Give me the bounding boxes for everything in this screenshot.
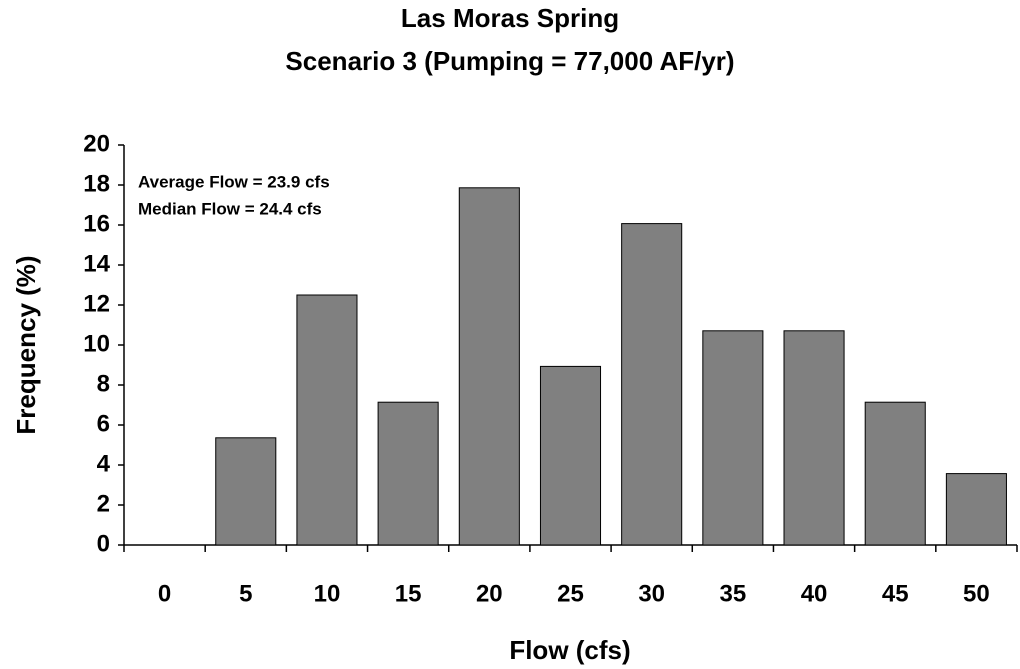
annotation: Median Flow = 24.4 cfs bbox=[138, 199, 322, 218]
chart-subtitle: Scenario 3 (Pumping = 77,000 AF/yr) bbox=[285, 46, 734, 76]
bar bbox=[621, 223, 683, 546]
y-tick-label: 8 bbox=[97, 370, 110, 397]
y-tick-label: 4 bbox=[97, 450, 111, 477]
y-tick-label: 18 bbox=[83, 170, 110, 197]
y-tick-label: 14 bbox=[83, 250, 110, 277]
bar bbox=[296, 294, 358, 546]
bar bbox=[377, 401, 439, 546]
y-tick-label: 6 bbox=[97, 410, 110, 437]
y-axis-title: Frequency (%) bbox=[11, 255, 41, 434]
bar bbox=[783, 330, 845, 546]
x-tick-label: 45 bbox=[882, 580, 909, 607]
bar bbox=[864, 401, 926, 546]
x-tick-label: 25 bbox=[557, 580, 584, 607]
bar bbox=[702, 330, 764, 546]
annotation: Average Flow = 23.9 cfs bbox=[138, 172, 330, 191]
x-tick-label: 5 bbox=[239, 580, 252, 607]
bar bbox=[539, 365, 602, 546]
x-tick-label: 0 bbox=[158, 580, 171, 607]
y-tick-label: 12 bbox=[83, 290, 110, 317]
bar bbox=[215, 437, 277, 546]
y-tick-label: 16 bbox=[83, 210, 110, 237]
y-tick-label: 2 bbox=[97, 490, 110, 517]
x-tick-label: 50 bbox=[963, 580, 990, 607]
x-tick-label: 30 bbox=[638, 580, 665, 607]
x-tick-label: 10 bbox=[314, 580, 341, 607]
bar bbox=[945, 473, 1007, 546]
y-tick-label: 0 bbox=[97, 530, 110, 557]
x-tick-label: 20 bbox=[476, 580, 503, 607]
chart-title: Las Moras Spring bbox=[401, 3, 619, 33]
y-tick-label: 20 bbox=[83, 130, 110, 157]
x-axis-title: Flow (cfs) bbox=[509, 635, 630, 665]
x-tick-label: 35 bbox=[720, 580, 747, 607]
x-tick-label: 15 bbox=[395, 580, 422, 607]
x-tick-label: 40 bbox=[801, 580, 828, 607]
y-tick-label: 10 bbox=[83, 330, 110, 357]
bar bbox=[458, 187, 520, 546]
